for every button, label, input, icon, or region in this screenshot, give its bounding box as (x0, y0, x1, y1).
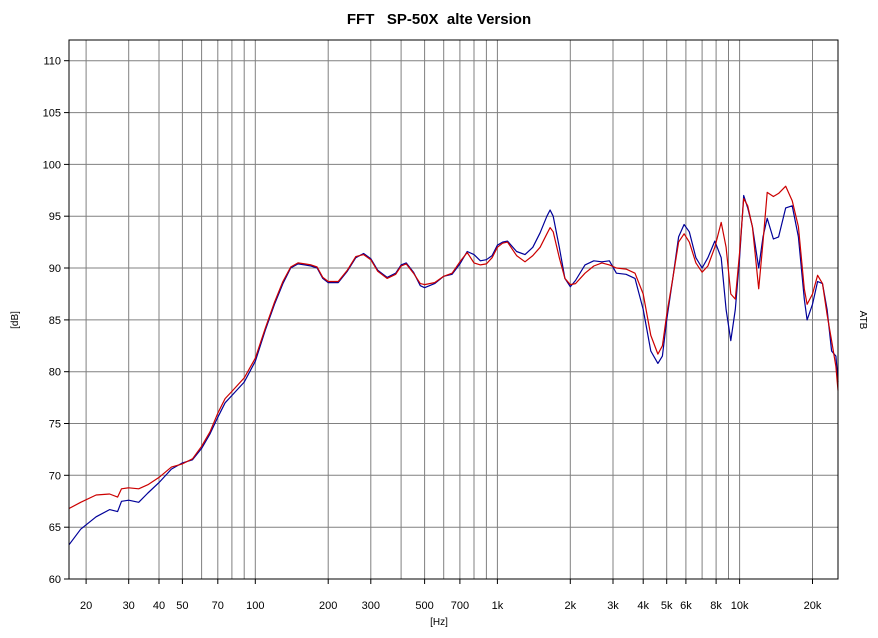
y-tick-label: 65 (49, 522, 61, 534)
x-tick-label: 20k (804, 600, 822, 612)
series-layer (68, 185, 839, 546)
x-tick-label: 2k (564, 600, 576, 612)
y-axis-label: [dB] (10, 311, 21, 329)
y-tick-label: 90 (49, 263, 61, 275)
y-tick-label: 100 (43, 159, 61, 171)
x-tick-label: 1k (492, 600, 504, 612)
x-axis-ticks: 20 30 40 50 70 100 200 300 500 700 1k 2k 3k 4k 5k 6k 8k 1… (80, 579, 822, 612)
x-tick-label: 200 (319, 600, 337, 612)
y-tick-label: 80 (49, 367, 61, 379)
y-tick-label: 85 (49, 315, 61, 327)
x-tick-label: 100 (246, 600, 264, 612)
series-line-red (68, 185, 839, 510)
y-tick-label: 75 (49, 419, 61, 431)
x-tick-label: 30 (123, 600, 135, 612)
x-tick-label: 40 (153, 600, 165, 612)
x-tick-label: 500 (415, 600, 433, 612)
y-tick-label: 110 (43, 56, 61, 68)
plot-frame (68, 39, 839, 580)
x-tick-label: 700 (451, 600, 469, 612)
x-tick-label: 8k (710, 600, 722, 612)
x-tick-label: 4k (637, 600, 649, 612)
x-axis-label: [Hz] (430, 617, 448, 628)
y-axis-ticks: 60 65 70 75 80 85 90 95 100 105 110 (43, 56, 69, 586)
x-tick-label: 10k (731, 600, 749, 612)
x-tick-label: 70 (212, 600, 224, 612)
x-tick-label: 5k (661, 600, 673, 612)
x-tick-label: 6k (680, 600, 692, 612)
y-tick-label: 60 (49, 574, 61, 586)
y-tick-label: 105 (43, 108, 61, 120)
grid-lines (69, 40, 838, 580)
x-tick-label: 50 (176, 600, 188, 612)
chart-title: FFT SP-50X alte Version (347, 11, 531, 28)
right-side-label: ATB (857, 311, 868, 330)
y-tick-label: 95 (49, 211, 61, 223)
series-line-blue (68, 194, 839, 546)
x-tick-label: 3k (607, 600, 619, 612)
y-tick-label: 70 (49, 470, 61, 482)
x-tick-label: 20 (80, 600, 92, 612)
x-tick-label: 300 (362, 600, 380, 612)
